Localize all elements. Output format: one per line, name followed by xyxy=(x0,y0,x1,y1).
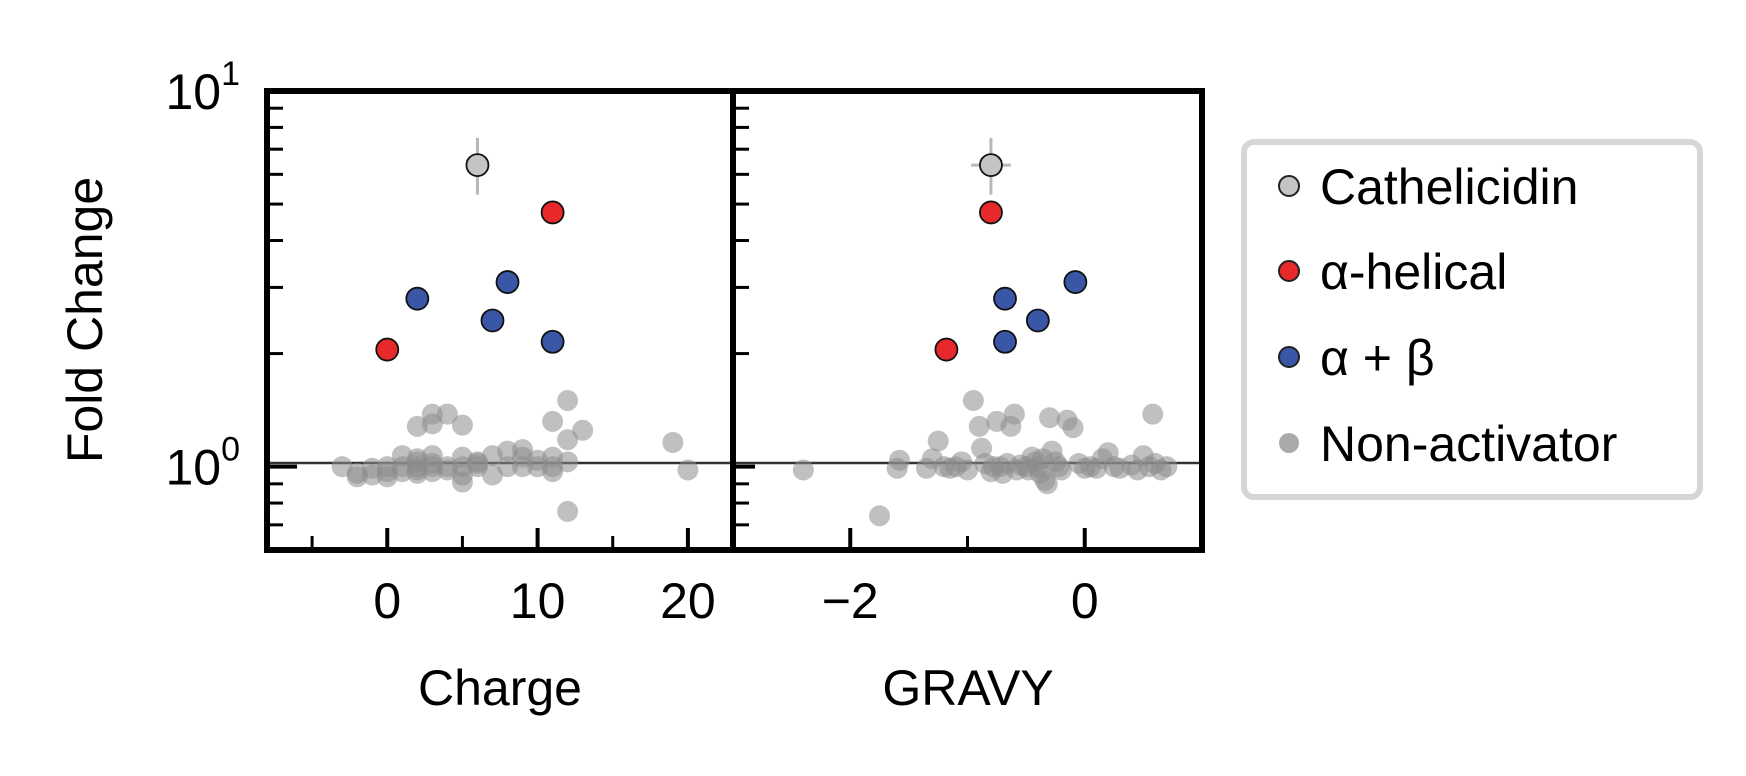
legend-marker xyxy=(1278,346,1300,368)
point-non-activator xyxy=(1003,403,1025,425)
point-cathelicidin xyxy=(979,153,1003,177)
point-alpha-beta xyxy=(1063,270,1088,294)
point-non-activator xyxy=(888,449,910,471)
y-tick-label: 101 xyxy=(165,55,240,120)
point-non-activator xyxy=(557,500,579,522)
point-non-activator xyxy=(451,471,473,493)
point-non-activator xyxy=(1062,417,1084,439)
panel-charge: 0 10 20 Charge xyxy=(264,88,736,716)
point-non-activator xyxy=(957,459,978,481)
point-non-activator xyxy=(542,461,564,483)
legend-label: α + β xyxy=(1320,330,1435,386)
panel-gravy: −2 0 GRAVY xyxy=(730,88,1205,716)
point-alpha-helical xyxy=(934,337,959,362)
point-non-activator xyxy=(542,410,564,432)
point-non-activator xyxy=(1156,456,1178,478)
panel-gravy-frame xyxy=(730,88,1205,553)
legend-marker xyxy=(1279,433,1299,453)
x-tick-label: 20 xyxy=(660,573,716,629)
point-non-activator xyxy=(662,431,684,453)
point-non-activator xyxy=(557,451,579,473)
point-non-activator xyxy=(557,390,579,412)
y-tick-label: 100 xyxy=(165,431,240,496)
point-non-activator xyxy=(1050,459,1072,481)
x-axis-title-gravy: GRAVY xyxy=(882,660,1053,716)
point-non-activator xyxy=(421,445,443,467)
point-non-activator xyxy=(1036,473,1058,495)
point-non-activator xyxy=(962,390,984,412)
legend-marker xyxy=(1278,260,1300,282)
legend-label: Cathelicidin xyxy=(1320,159,1578,215)
point-alpha-beta xyxy=(495,270,520,294)
x-tick-label: −2 xyxy=(822,573,879,629)
point-non-activator xyxy=(451,414,473,436)
point-alpha-beta xyxy=(993,286,1017,311)
point-alpha-helical xyxy=(375,337,400,362)
x-tick-label: 10 xyxy=(510,573,566,629)
x-tick-label: 0 xyxy=(373,573,401,629)
point-non-activator xyxy=(557,429,579,451)
point-non-activator xyxy=(1142,403,1164,425)
point-cathelicidin xyxy=(465,153,490,177)
y-axis: 100 101 xyxy=(165,55,240,496)
legend-frame xyxy=(1241,139,1703,500)
point-non-activator xyxy=(968,415,990,437)
legend: Cathelicidin α-helical α + β Non-activator xyxy=(1241,139,1703,500)
point-non-activator xyxy=(1039,407,1061,429)
point-non-activator xyxy=(677,459,699,481)
point-alpha-beta xyxy=(540,329,565,354)
point-alpha-helical xyxy=(540,200,565,225)
point-non-activator xyxy=(927,430,949,452)
x-tick-label: 0 xyxy=(1071,573,1099,629)
point-alpha-helical xyxy=(979,200,1003,225)
legend-label: Non-activator xyxy=(1320,416,1617,472)
point-non-activator xyxy=(792,459,814,481)
point-alpha-beta xyxy=(993,329,1017,354)
point-alpha-beta xyxy=(405,286,430,311)
panel-charge-points xyxy=(331,137,699,522)
point-non-activator xyxy=(497,456,519,478)
legend-label: α-helical xyxy=(1320,244,1507,300)
legend-marker xyxy=(1278,175,1300,197)
point-non-activator xyxy=(421,413,443,435)
point-non-activator xyxy=(869,505,891,527)
point-non-activator xyxy=(572,419,594,441)
point-alpha-beta xyxy=(1025,308,1050,333)
y-axis-title: Fold Change xyxy=(57,177,113,463)
point-alpha-beta xyxy=(480,308,505,333)
x-axis-title-charge: Charge xyxy=(418,660,582,716)
panel-gravy-points xyxy=(792,137,1178,527)
point-non-activator xyxy=(436,403,458,425)
